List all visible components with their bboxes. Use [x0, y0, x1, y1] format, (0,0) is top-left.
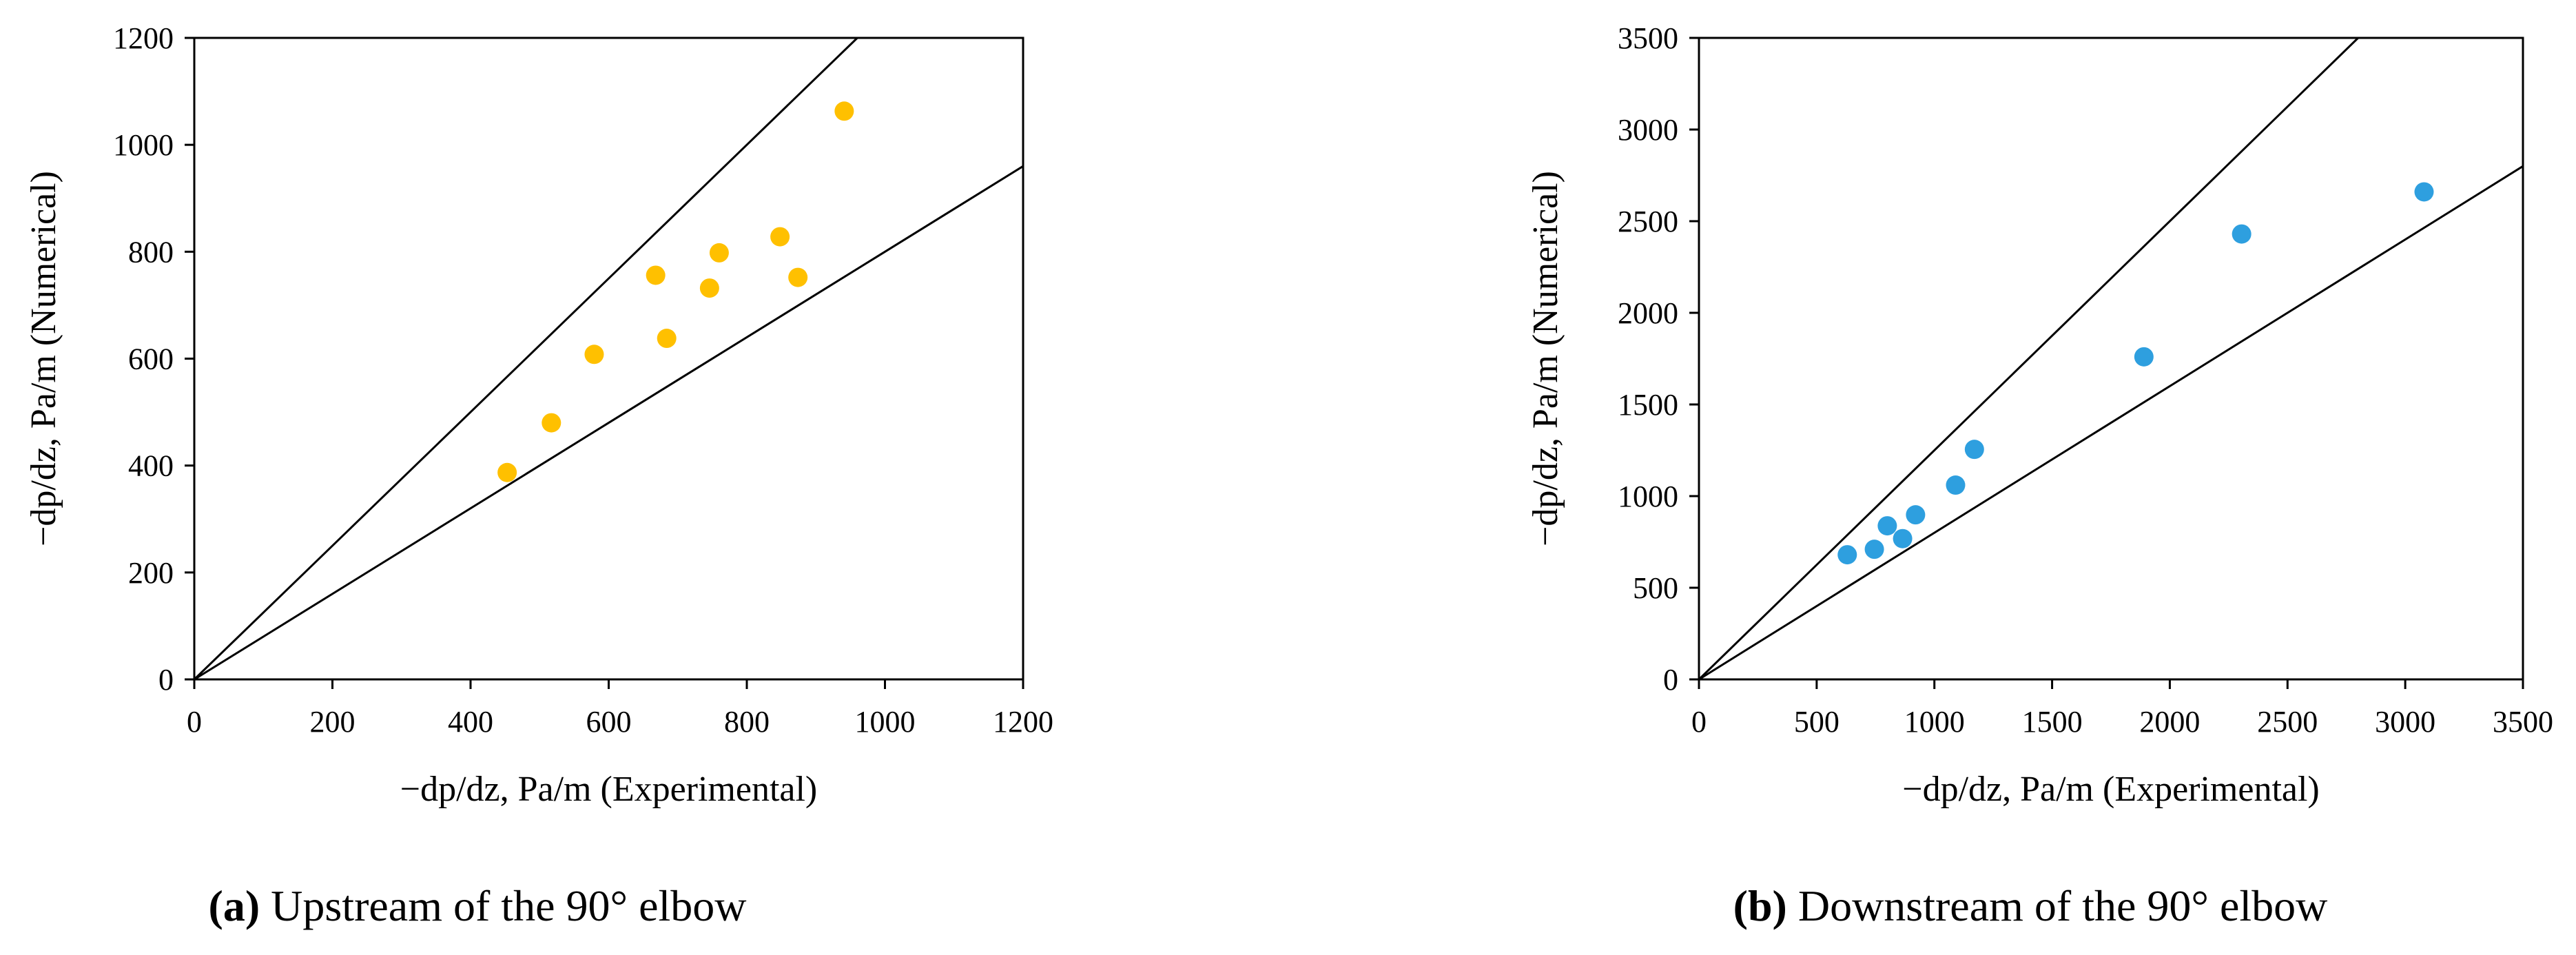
chart-a-y-tick-label-5: 1000 — [113, 128, 174, 162]
chart-a-y-tick-label-0: 0 — [158, 663, 174, 697]
chart-b-downstream: 0 500 1000 1500 2000 2500 3000 3500 0 500 1000 1500… — [1526, 21, 2553, 809]
chart-b-x-tick-label-3: 1500 — [2022, 705, 2083, 739]
chart-a-reference-line-1 — [194, 165, 1023, 679]
chart-a-data-point-1 — [542, 413, 561, 433]
chart-b-data-point-9 — [2414, 182, 2434, 202]
chart-b-data-point-2 — [1877, 516, 1897, 536]
chart-a-y-tick-label-4: 800 — [128, 235, 174, 269]
chart-b-x-tick-label-4: 2000 — [2139, 705, 2200, 739]
chart-a-data-point-6 — [709, 243, 729, 263]
chart-a-y-tick-label-2: 400 — [128, 449, 174, 483]
chart-b-x-tick-label-6: 3000 — [2375, 705, 2435, 739]
chart-b-plot-frame — [1698, 37, 2524, 681]
chart-a-y-tick-label-3: 600 — [128, 342, 174, 376]
chart-b-y-axis-label: −dp/dz, Pa/m (Numerical) — [1526, 171, 1565, 546]
chart-a-data-point-8 — [788, 267, 808, 287]
caption-a: (a) Upstream of the 90° elbow — [209, 881, 747, 930]
chart-b-reference-line-0 — [1699, 38, 2359, 679]
chart-b-y-tick-label-4: 2000 — [1618, 296, 1678, 330]
chart-a-x-tick-label-0: 0 — [187, 705, 202, 739]
chart-a-y-tick-label-1: 200 — [128, 556, 174, 590]
caption-b-label: (b) — [1733, 881, 1787, 930]
chart-b-y-tick-label-1: 500 — [1633, 571, 1678, 605]
chart-a-plot-frame — [193, 37, 1024, 681]
chart-a-data-point-3 — [646, 265, 666, 285]
chart-b-x-tick-label-1: 500 — [1794, 705, 1840, 739]
chart-b-data-point-5 — [1946, 475, 1966, 495]
chart-b-y-tick-label-7: 3500 — [1618, 21, 1678, 55]
chart-b-x-axis-label: −dp/dz, Pa/m (Experimental) — [1902, 770, 2320, 809]
chart-b-data-point-6 — [1964, 440, 1984, 460]
chart-a-data-point-0 — [497, 462, 517, 482]
chart-b-data-point-8 — [2232, 224, 2252, 244]
chart-b-data-point-7 — [2134, 347, 2154, 367]
chart-a-x-tick-label-6: 1200 — [993, 705, 1053, 739]
chart-a-data-point-9 — [834, 101, 854, 121]
chart-a-data-point-7 — [770, 227, 790, 247]
chart-a-x-axis-label: −dp/dz, Pa/m (Experimental) — [400, 770, 818, 809]
caption-b-text: Downstream of the 90° elbow — [1787, 881, 2328, 930]
chart-a-y-tick-label-6: 1200 — [113, 21, 174, 55]
chart-b-data-point-3 — [1893, 528, 1913, 548]
chart-b-x-tick-label-0: 0 — [1691, 705, 1707, 739]
chart-b-x-tick-label-2: 1000 — [1904, 705, 1965, 739]
caption-a-label: (a) — [209, 881, 260, 930]
chart-b-y-tick-label-5: 2500 — [1618, 205, 1678, 238]
caption-a-text: Upstream of the 90° elbow — [260, 881, 746, 930]
chart-b-x-tick-label-7: 3500 — [2493, 705, 2553, 739]
chart-a-x-tick-label-1: 200 — [310, 705, 356, 739]
chart-a-data-point-5 — [699, 278, 719, 298]
chart-b-data-point-1 — [1864, 540, 1884, 559]
chart-a-x-tick-label-2: 400 — [448, 705, 493, 739]
chart-a-x-tick-label-4: 800 — [724, 705, 770, 739]
chart-b-data-point-4 — [1906, 505, 1926, 525]
chart-b-x-tick-label-5: 2500 — [2257, 705, 2318, 739]
chart-b-data-point-0 — [1837, 545, 1857, 565]
chart-a-reference-line-0 — [194, 38, 858, 679]
chart-b-reference-line-1 — [1699, 165, 2523, 679]
chart-b-y-tick-label-3: 1500 — [1618, 388, 1678, 422]
caption-b: (b) Downstream of the 90° elbow — [1733, 881, 2328, 930]
chart-a-upstream: 0 200 400 600 800 1000 1200 0 200 400 600 800 1000 12… — [24, 21, 1053, 809]
chart-a-y-axis-label: −dp/dz, Pa/m (Numerical) — [24, 171, 63, 546]
chart-b-y-tick-label-0: 0 — [1663, 663, 1678, 697]
chart-a-x-tick-label-3: 600 — [586, 705, 632, 739]
chart-b-y-tick-label-6: 3000 — [1618, 113, 1678, 147]
chart-a-data-point-2 — [584, 345, 604, 364]
chart-a-data-point-4 — [657, 329, 677, 349]
chart-b-y-tick-label-2: 1000 — [1618, 480, 1678, 513]
chart-a-x-tick-label-5: 1000 — [855, 705, 916, 739]
